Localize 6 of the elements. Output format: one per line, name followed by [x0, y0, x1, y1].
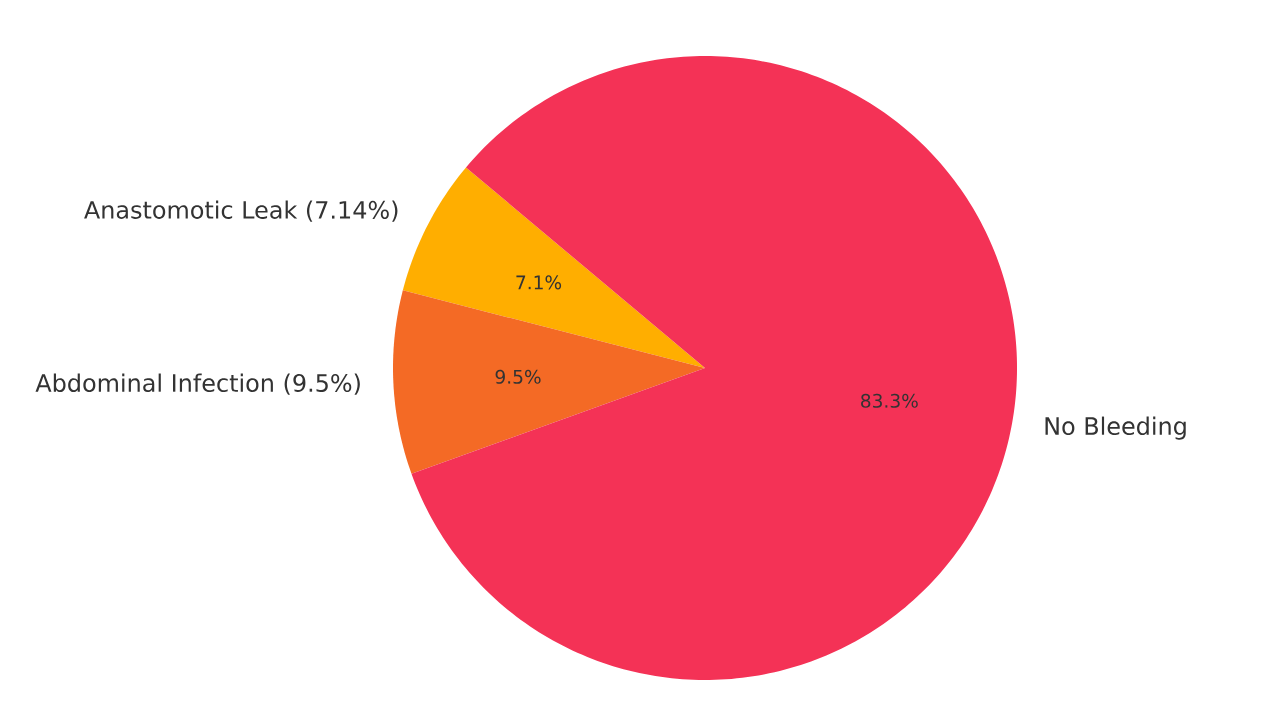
slice-label: Abdominal Infection (9.5%)	[35, 373, 360, 395]
slice-label: Anastomotic Leak (7.14%)	[84, 200, 398, 222]
data-label: 7.1%	[516, 275, 562, 290]
slice-label: No Bleeding	[1045, 416, 1186, 440]
data-label: 9.5%	[495, 369, 541, 384]
data-label: 83.3%	[861, 393, 918, 408]
